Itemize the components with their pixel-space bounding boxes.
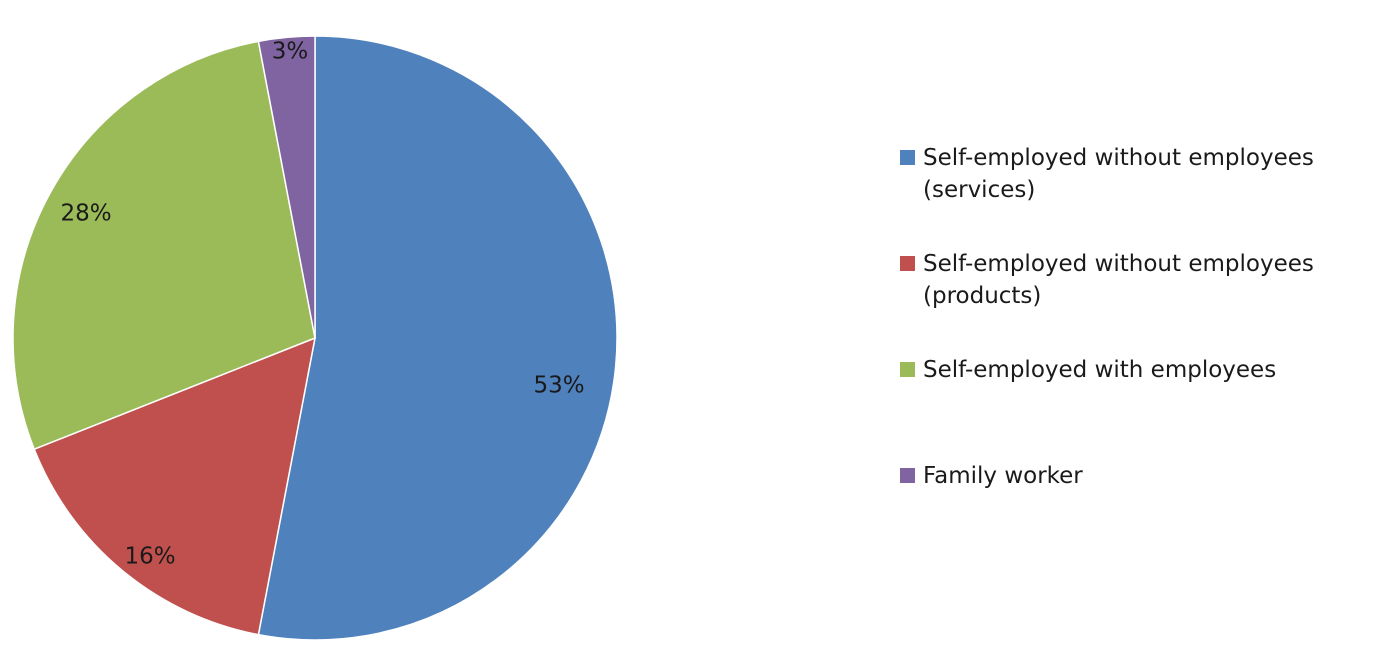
pie-slices [12,35,618,641]
legend-swatch [900,150,915,165]
pie-data-labels: 53% 16% 28% 3% [60,39,584,570]
pie-data-label: 28% [60,201,111,227]
legend-swatch [900,256,915,271]
legend-item: Family worker [900,460,1383,492]
legend-label: Self-employed with employees [923,357,1277,383]
pie-slice [257,35,316,339]
legend-swatch [900,468,915,483]
pie-data-label: 16% [124,544,175,570]
legend-item: Self-employed with employees [900,354,1383,386]
legend-label: Family worker [923,463,1083,489]
pie-slice [12,40,316,451]
pie-slice [257,35,618,641]
pie-data-label: 53% [533,373,584,399]
legend-item: Self-employed without employees (product… [900,248,1383,312]
legend-item: Self-employed without employees (service… [900,142,1383,206]
legend-label: Self-employed without employees (service… [923,145,1314,203]
legend-label: Self-employed without employees (product… [923,251,1314,309]
pie-data-label: 3% [272,39,309,65]
legend-swatch [900,362,915,377]
pie-slice [33,336,316,636]
